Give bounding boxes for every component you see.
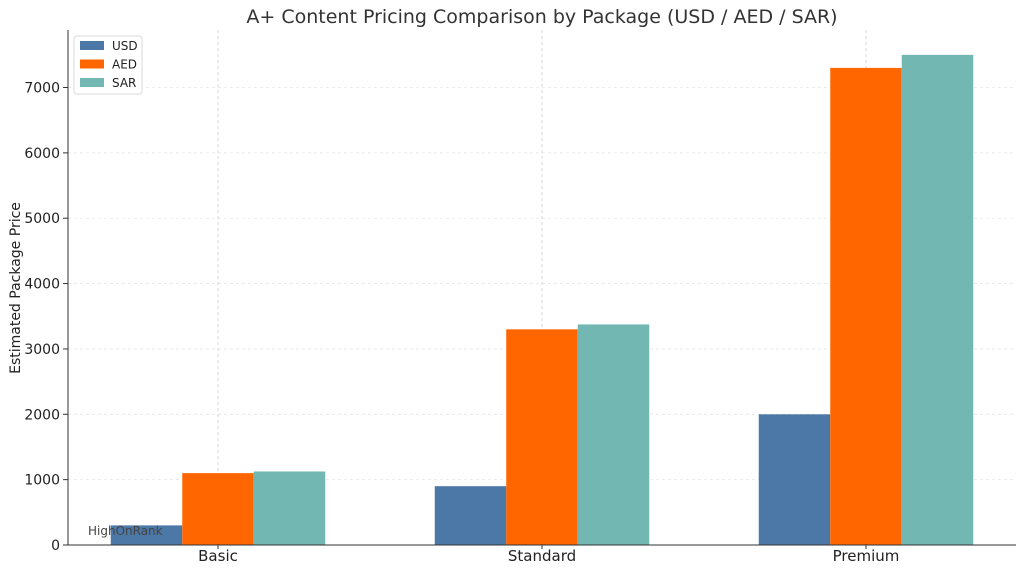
- y-tick-label: 7000: [24, 81, 60, 97]
- legend-label-usd: USD: [112, 39, 138, 53]
- chart-title: A+ Content Pricing Comparison by Package…: [246, 6, 837, 28]
- x-tick-label: Premium: [833, 547, 900, 565]
- y-axis-label: Estimated Package Price: [8, 202, 24, 374]
- y-tick-label: 4000: [24, 277, 60, 293]
- legend: USD AED SAR: [73, 35, 143, 95]
- bar-aed-basic: [182, 473, 254, 545]
- x-tick-label: Standard: [508, 547, 576, 565]
- y-tick-label: 3000: [24, 342, 60, 358]
- legend-label-aed: AED: [112, 58, 137, 72]
- x-tick-label: Basic: [198, 547, 238, 565]
- tick-labels: 0 1000 2000 3000 4000 5000 6000 7000 Basic Standa…: [24, 81, 899, 565]
- y-tick-label: 0: [51, 538, 60, 554]
- bar-usd-standard: [434, 486, 507, 545]
- bar-sar-premium: [901, 54, 974, 546]
- bar-usd-premium: [758, 414, 831, 545]
- watermark-text: HighOnRank: [88, 524, 163, 538]
- legend-swatch-usd: [80, 41, 104, 50]
- bar-usd-basic: [110, 525, 183, 545]
- legend-swatch-sar: [80, 78, 104, 87]
- legend-swatch-aed: [80, 59, 104, 69]
- bar-sar-basic: [253, 471, 326, 545]
- y-tick-label: 5000: [24, 211, 60, 227]
- bar-aed-premium: [830, 67, 902, 545]
- y-tick-label: 1000: [24, 473, 60, 489]
- bar-aed-standard: [506, 329, 578, 545]
- y-tick-label: 6000: [24, 146, 60, 162]
- legend-label-sar: SAR: [112, 76, 136, 90]
- axes: [63, 30, 1016, 549]
- bars: [110, 54, 974, 546]
- bar-sar-standard: [577, 324, 650, 545]
- y-tick-label: 2000: [24, 407, 60, 423]
